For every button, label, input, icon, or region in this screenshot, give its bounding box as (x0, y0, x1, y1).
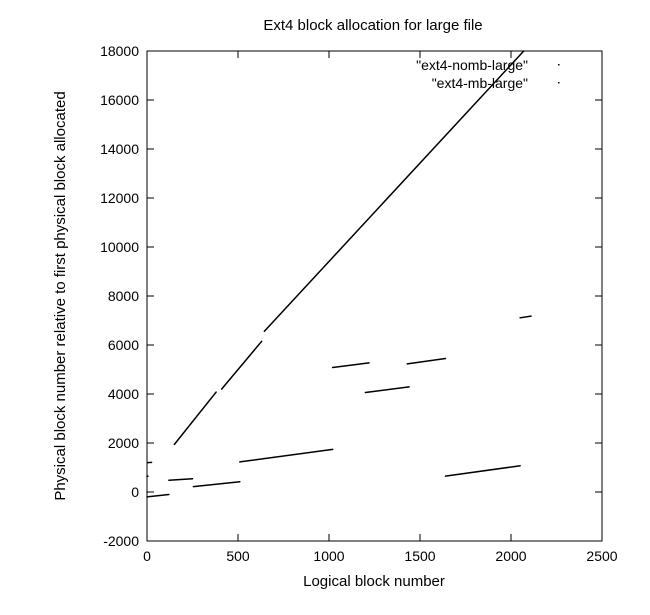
series-1-run (520, 316, 531, 318)
y-tick-label: 6000 (108, 337, 139, 353)
legend-label: "ext4-mb-large" (432, 75, 528, 91)
series-1-run (240, 449, 333, 461)
y-tick-label: 2000 (108, 435, 139, 451)
legend-marker (558, 82, 560, 84)
x-tick-label: 1000 (313, 548, 344, 564)
legend: "ext4-nomb-large" "ext4-mb-large" (416, 57, 559, 91)
x-tick-label: 500 (226, 548, 250, 564)
y-tick-label: 8000 (108, 288, 139, 304)
y-tick-label: 12000 (100, 190, 139, 206)
x-tick-label: 1500 (404, 548, 435, 564)
y-tick-label: 18000 (100, 43, 139, 59)
legend-label: "ext4-nomb-large" (416, 57, 528, 73)
series-0-run (264, 51, 523, 331)
series-1-run (407, 358, 445, 363)
x-tick-label: 0 (143, 548, 151, 564)
chart-title: Ext4 block allocation for large file (263, 17, 482, 34)
y-tick-label: 10000 (100, 239, 139, 255)
y-axis-label: Physical block number relative to first … (52, 91, 69, 500)
y-tick-label: 0 (131, 484, 139, 500)
y-tick-label: 4000 (108, 386, 139, 402)
y-tick-label: 14000 (100, 141, 139, 157)
series-1-run (365, 387, 409, 393)
series-0-run (222, 341, 262, 389)
x-tick-label: 2500 (586, 548, 617, 564)
series-1-run (147, 494, 169, 496)
x-axis-label: Logical block number (303, 573, 445, 590)
series-0-run (174, 392, 216, 444)
plot-frame (147, 51, 602, 541)
y-tick-label: -2000 (103, 533, 139, 549)
x-tick-label: 2000 (495, 548, 526, 564)
series-0 (147, 51, 524, 492)
legend-marker (558, 64, 560, 66)
series-1-run (193, 482, 239, 487)
series-1-run (169, 479, 193, 480)
series-layer (147, 51, 531, 497)
y-tick-label: 16000 (100, 92, 139, 108)
series-1-run (445, 466, 520, 476)
series-1-run (333, 363, 369, 368)
